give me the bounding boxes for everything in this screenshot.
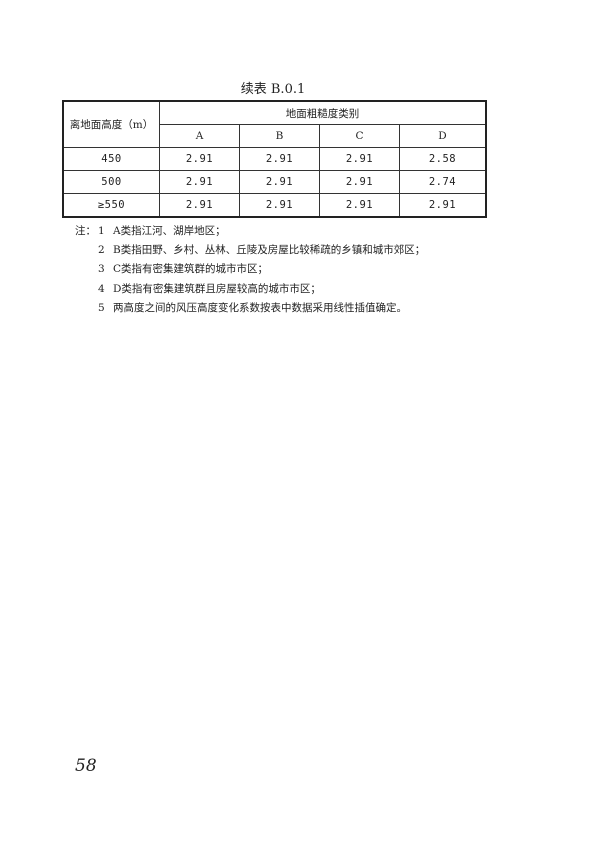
value-cell: 2.91 bbox=[159, 170, 240, 194]
value-cell: 2.91 bbox=[319, 147, 400, 171]
column-header: A bbox=[159, 124, 240, 148]
note-text: D类指有密集建筑群且房屋较高的城市市区； bbox=[113, 282, 321, 295]
header-row: 离地面高度（m） 地面粗糙度类别 bbox=[62, 100, 487, 148]
height-cell: 450 bbox=[62, 147, 160, 171]
notes-label: 注： bbox=[75, 225, 96, 237]
value-cell: 2.91 bbox=[159, 147, 240, 171]
note-item: 注： 1 A类指江河、湖岸地区； bbox=[75, 222, 425, 241]
note-item: 2 B类指田野、乡村、丛林、丘陵及房屋比较稀疏的乡镇和城市郊区； bbox=[75, 241, 425, 260]
column-header: C bbox=[319, 124, 400, 148]
height-cell: ≥550 bbox=[62, 193, 160, 218]
value-cell: 2.91 bbox=[159, 193, 240, 218]
value-cell: 2.58 bbox=[399, 147, 487, 171]
height-cell: 500 bbox=[62, 170, 160, 194]
group-header: 地面粗糙度类别 bbox=[159, 100, 487, 125]
table-row: 500 2.91 2.91 2.91 2.74 bbox=[62, 170, 487, 194]
value-cell: 2.91 bbox=[239, 147, 320, 171]
note-item: 5 两高度之间的风压高度变化系数按表中数据采用线性插值确定。 bbox=[75, 299, 425, 318]
note-text: A类指江河、湖岸地区； bbox=[113, 225, 226, 237]
value-cell: 2.74 bbox=[399, 170, 487, 194]
page-number: 58 bbox=[75, 756, 97, 776]
note-item: 3 C类指有密集建筑群的城市市区； bbox=[75, 260, 425, 279]
wind-pressure-table: 离地面高度（m） 地面粗糙度类别 A B C D 450 2.91 2.91 2… bbox=[62, 100, 487, 218]
table-row: ≥550 2.91 2.91 2.91 2.91 bbox=[62, 193, 487, 218]
table-caption: 续表 B.0.1 bbox=[240, 82, 306, 97]
note-text: C类指有密集建筑群的城市市区； bbox=[113, 263, 269, 276]
table-row: 450 2.91 2.91 2.91 2.58 bbox=[62, 147, 487, 171]
value-cell: 2.91 bbox=[239, 193, 320, 218]
note-text: 两高度之间的风压高度变化系数按表中数据采用线性插值确定。 bbox=[113, 301, 407, 314]
note-number: 2 bbox=[98, 244, 105, 257]
column-header: D bbox=[399, 124, 487, 148]
value-cell: 2.91 bbox=[399, 193, 487, 218]
row-header: 离地面高度（m） bbox=[62, 100, 160, 148]
note-item: 4 D类指有密集建筑群且房屋较高的城市市区； bbox=[75, 280, 425, 299]
column-header: B bbox=[239, 124, 320, 148]
note-number: 3 bbox=[98, 263, 105, 276]
note-number: 4 bbox=[98, 282, 105, 295]
column-header-row: A B C D bbox=[63, 124, 487, 148]
value-cell: 2.91 bbox=[319, 170, 400, 194]
notes: 注： 1 A类指江河、湖岸地区； 2 B类指田野、乡村、丛林、丘陵及房屋比较稀疏的乡镇… bbox=[75, 222, 425, 318]
value-cell: 2.91 bbox=[239, 170, 320, 194]
value-cell: 2.91 bbox=[319, 193, 400, 218]
note-number: 5 bbox=[98, 301, 105, 314]
note-number: 1 bbox=[98, 225, 105, 237]
note-text: B类指田野、乡村、丛林、丘陵及房屋比较稀疏的乡镇和城市郊区； bbox=[113, 244, 426, 257]
